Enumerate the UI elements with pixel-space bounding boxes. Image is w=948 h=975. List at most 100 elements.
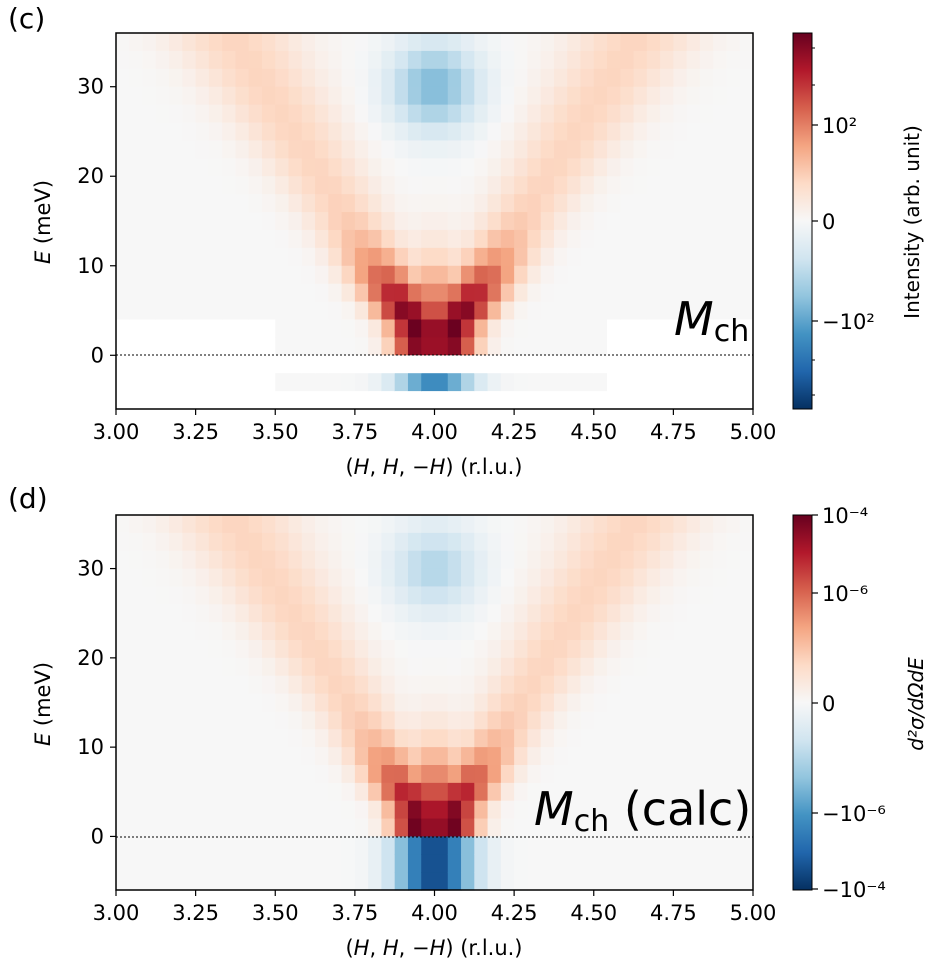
heatmap-cell <box>514 836 528 855</box>
heatmap-cell <box>407 158 422 177</box>
heatmap-cell <box>248 247 263 267</box>
heatmap-cell <box>195 33 210 52</box>
heatmap-cell <box>673 729 688 748</box>
heatmap-cell <box>461 176 475 195</box>
heatmap-cell <box>195 122 210 142</box>
heatmap-cell <box>248 800 263 820</box>
heatmap-cell <box>341 265 356 285</box>
heatmap-cell <box>116 247 130 267</box>
heatmap-cell <box>142 836 157 855</box>
heatmap-cell <box>155 33 170 52</box>
heatmap-cell <box>129 229 144 249</box>
heatmap-cell <box>368 104 383 124</box>
heatmap-cell <box>487 140 502 159</box>
heatmap-cell <box>487 373 502 392</box>
heatmap-cell <box>699 50 714 70</box>
heatmap-cell <box>275 140 290 159</box>
heatmap-cell <box>235 729 250 748</box>
heatmap-cell <box>354 194 369 213</box>
heatmap-cell <box>713 765 728 784</box>
heatmap-cell <box>713 283 728 303</box>
heatmap-cell <box>620 283 635 303</box>
heatmap-cell <box>620 265 635 285</box>
heatmap-cell <box>514 604 528 623</box>
heatmap-cell <box>686 532 701 552</box>
heatmap-cell <box>434 854 449 873</box>
heatmap-cell <box>434 229 449 249</box>
heatmap-cell <box>208 122 223 142</box>
heatmap-cell <box>116 675 130 695</box>
heatmap-cell <box>261 657 276 677</box>
heatmap-cell <box>646 711 661 730</box>
heatmap-cell <box>288 391 303 410</box>
heatmap-cell <box>553 104 568 124</box>
heatmap-cell <box>620 247 635 267</box>
heatmap-cell <box>288 33 303 52</box>
heatmap-cell <box>195 800 210 820</box>
heatmap-cell <box>540 265 555 285</box>
heatmap-cell <box>540 515 555 534</box>
heatmap-cell <box>447 283 462 303</box>
heatmap-cell <box>713 247 728 267</box>
heatmap-cell <box>434 337 449 356</box>
heatmap-cell <box>261 176 276 195</box>
heatmap-cell <box>699 104 714 124</box>
heatmap-cell <box>248 604 263 623</box>
heatmap-cell <box>341 104 356 124</box>
heatmap-cell <box>553 515 568 534</box>
heatmap-cell <box>527 622 542 641</box>
heatmap-cell <box>739 515 754 534</box>
heatmap-cell <box>288 836 303 855</box>
heatmap-cell <box>726 765 741 784</box>
heatmap-cell <box>620 675 635 695</box>
heatmap-cell <box>726 33 741 52</box>
heatmap-cell <box>540 675 555 695</box>
annotation-subscript: ch <box>713 314 750 349</box>
heatmap-cell <box>527 675 542 695</box>
heatmap-cell <box>248 622 263 641</box>
heatmap-cell <box>527 765 542 784</box>
heatmap-cell <box>633 176 648 195</box>
heatmap-cell <box>182 122 197 142</box>
heatmap-cell <box>726 283 741 303</box>
heatmap-cell <box>208 532 223 552</box>
heatmap-cell <box>155 657 170 677</box>
heatmap-cell <box>447 122 462 142</box>
heatmap-cell <box>660 657 674 677</box>
heatmap-cell <box>540 229 555 249</box>
heatmap-cell <box>620 140 635 159</box>
heatmap-cell <box>182 247 197 267</box>
heatmap-cell <box>673 836 688 855</box>
heatmap-cell <box>116 818 130 838</box>
y-tick-label: 20 <box>77 164 104 188</box>
heatmap-cell <box>261 337 276 356</box>
heatmap-cell <box>646 158 661 177</box>
heatmap-cell <box>301 693 316 713</box>
heatmap-cell <box>288 355 303 374</box>
heatmap-cell <box>739 854 754 873</box>
heatmap-cell <box>527 33 542 52</box>
heatmap-cell <box>633 355 648 374</box>
heatmap-cell <box>660 301 674 321</box>
x-tick-label: 3.25 <box>172 901 219 925</box>
heatmap-cell <box>540 50 555 70</box>
heatmap-cell <box>434 729 449 748</box>
heatmap-cell <box>514 782 528 802</box>
heatmap-cell <box>500 550 515 570</box>
heatmap-cell <box>208 373 223 392</box>
heatmap-cell <box>527 747 542 766</box>
heatmap-cell <box>169 765 183 784</box>
annotation-d: Mch (calc) <box>534 786 751 837</box>
heatmap-cell <box>368 50 383 70</box>
heatmap-cell <box>447 765 462 784</box>
heatmap-cell <box>368 283 383 303</box>
heatmap-cell <box>407 711 422 730</box>
heatmap-cell <box>739 212 754 231</box>
heatmap-cell <box>699 140 714 159</box>
heatmap-cell <box>447 818 462 838</box>
heatmap-cell <box>461 301 475 321</box>
heatmap-cell <box>461 229 475 249</box>
heatmap-cell <box>633 283 648 303</box>
heatmap-cell <box>620 729 635 748</box>
heatmap-cell <box>222 711 237 730</box>
